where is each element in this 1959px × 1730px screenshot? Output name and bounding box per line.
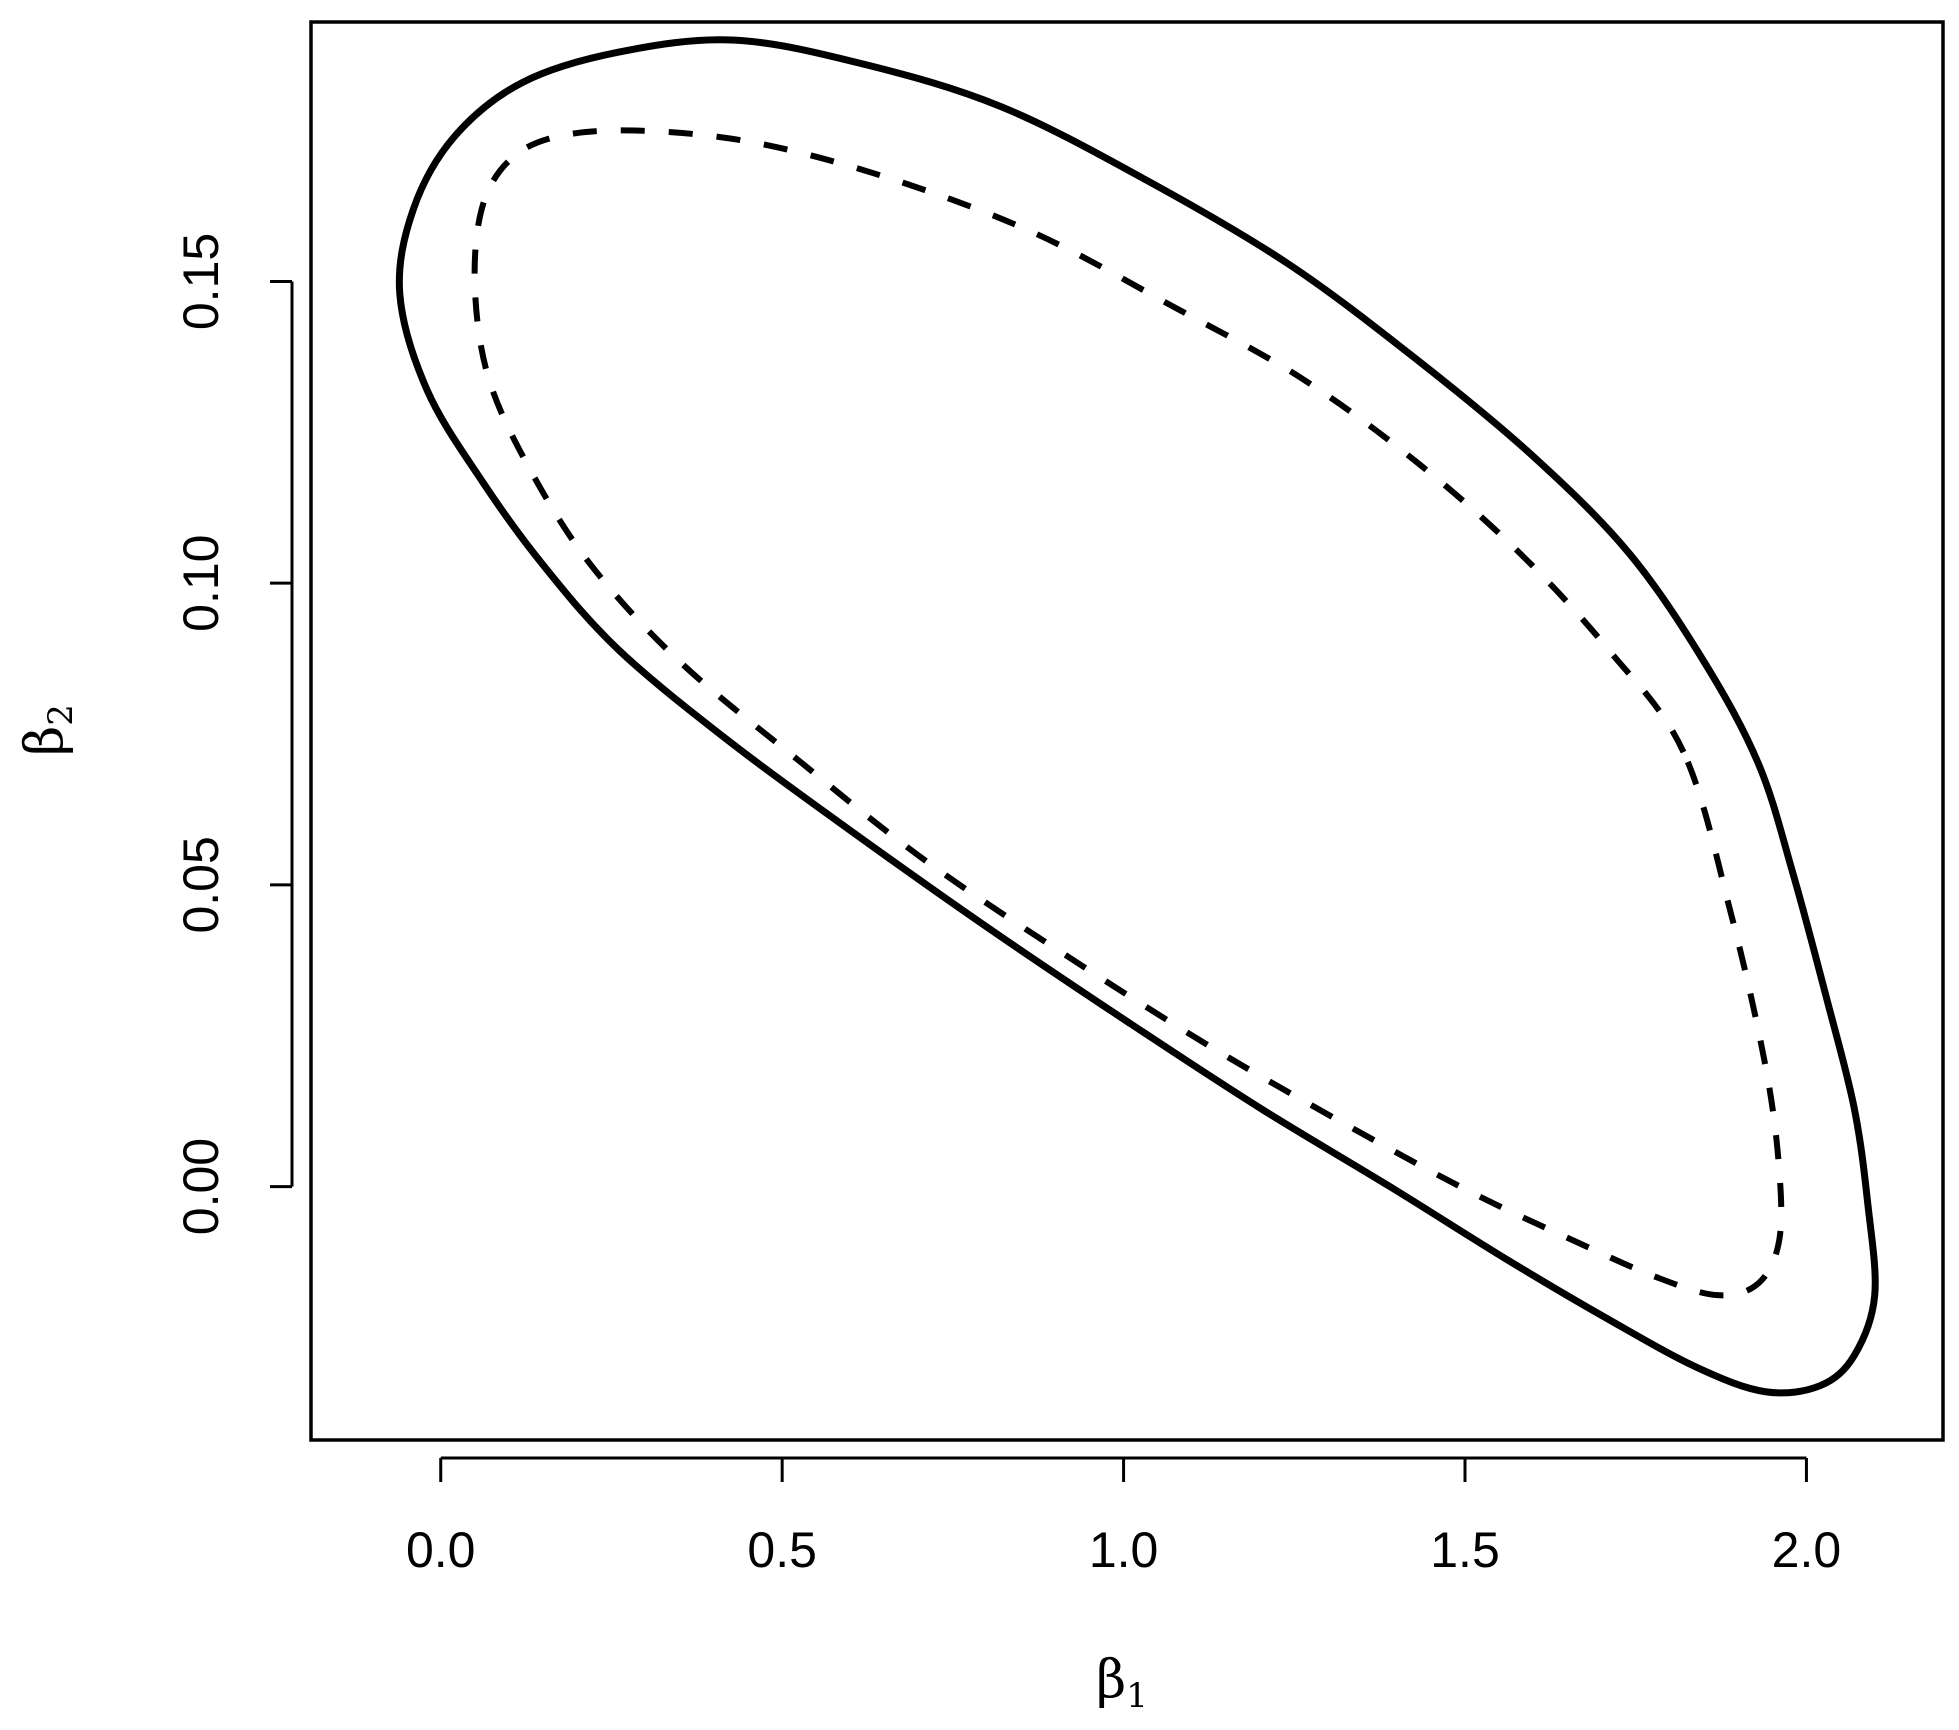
x-tick-label: 0.0 — [406, 1522, 476, 1578]
y-tick-label: 0.00 — [173, 1138, 229, 1235]
x-tick-label: 1.5 — [1430, 1522, 1500, 1578]
solid-contour-line — [395, 36, 1879, 1397]
plot-frame — [309, 20, 1945, 1442]
y-tick-label: 0.10 — [173, 535, 229, 632]
x-axis-title-subscript: 1 — [1126, 1676, 1148, 1716]
y-axis-title: β2 — [15, 704, 81, 756]
y-axis-title-symbol: β — [15, 726, 75, 756]
x-tick-label: 1.0 — [1089, 1522, 1159, 1578]
series-layer — [395, 36, 1879, 1397]
y-tick-label: 0.05 — [173, 836, 229, 933]
y-axis: 0.00 0.05 0.10 0.15 — [173, 233, 294, 1235]
y-axis-title-subscript: 2 — [41, 704, 81, 726]
x-axis-title-symbol: β — [1096, 1650, 1126, 1710]
y-tick-label: 0.15 — [173, 233, 229, 330]
x-axis-title: β1 — [1096, 1650, 1148, 1716]
x-tick-label: 0.5 — [747, 1522, 817, 1578]
x-axis: 0.0 0.5 1.0 1.5 2.0 — [406, 1456, 1842, 1578]
x-tick-label: 2.0 — [1772, 1522, 1842, 1578]
dashed-contour-line — [471, 127, 1785, 1299]
